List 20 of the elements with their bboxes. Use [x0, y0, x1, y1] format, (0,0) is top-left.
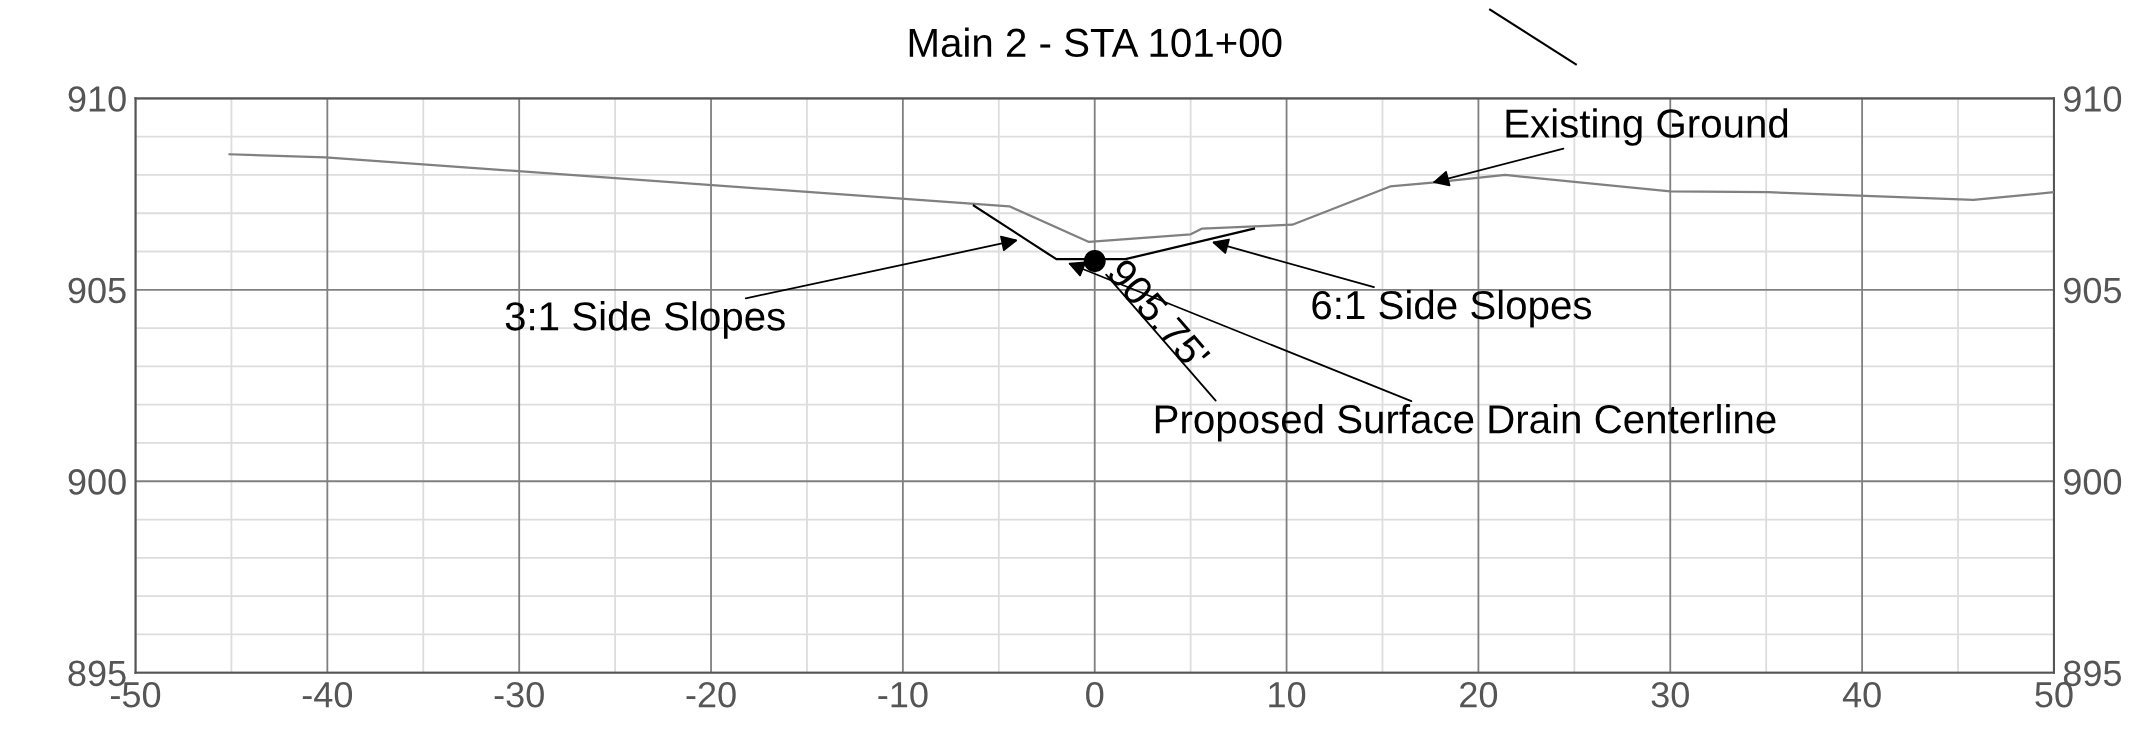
chart-title: Main 2 - STA 101+00 — [909, 27, 1282, 58]
y2-tick-label: 900 — [2063, 469, 2122, 495]
annotation: 6:1 Side Slopes — [1312, 289, 1592, 328]
x-tick-label: 20 — [1460, 681, 1498, 708]
annotation: 3:1 Side Slopes — [505, 301, 785, 339]
x-tick-label: -30 — [494, 681, 544, 708]
x-tick-label: 0 — [1086, 681, 1104, 708]
x-tick-label: -10 — [878, 681, 928, 708]
annotation: Proposed Surface Drain Centerline — [1155, 403, 1776, 442]
annotation: Existing Ground — [1506, 108, 1788, 146]
y2-tick-label: 910 — [2063, 86, 2122, 112]
y-tick-label: 900 — [68, 469, 126, 495]
x-tick-label: 10 — [1269, 681, 1306, 708]
y2-tick-label: 905 — [2063, 277, 2122, 304]
x-tick-label: -20 — [686, 681, 736, 708]
y-tick-label: 910 — [68, 86, 126, 112]
y-tick-label: 905 — [68, 277, 126, 304]
x-tick-label: 40 — [1842, 681, 1881, 708]
x-tick-label: 30 — [1651, 681, 1689, 708]
x-tick-label: -40 — [302, 681, 353, 708]
